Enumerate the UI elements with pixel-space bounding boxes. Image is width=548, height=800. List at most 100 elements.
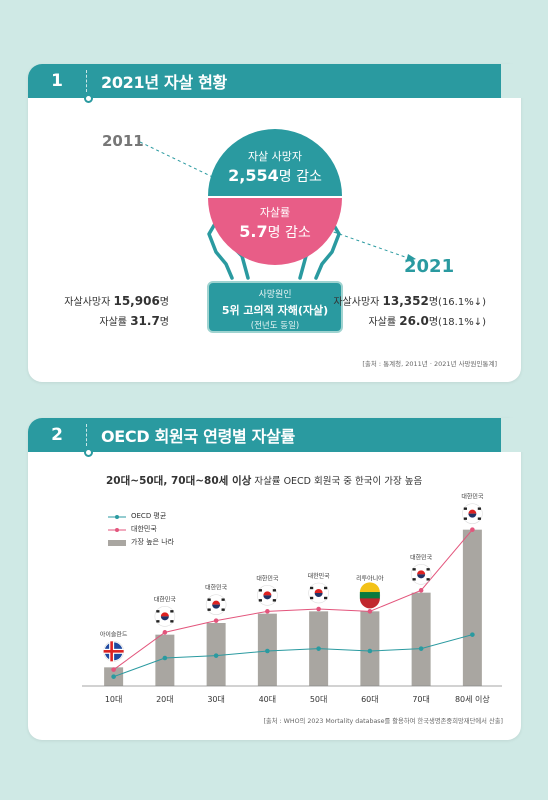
legend-highest: 가장 높은 나라 [108, 536, 174, 549]
top-country-label-7: 대한민국 [461, 493, 484, 501]
year-end: 2021 [404, 256, 455, 277]
source-note-1: [출처 : 통계청, 2011년 · 2021년 사망원인통계] [362, 360, 497, 368]
point-korea-7 [470, 527, 475, 532]
stat-2011-rate: 자살률 31.7명 [64, 312, 169, 332]
point-korea-2 [213, 618, 219, 623]
section-header: 1 2021년 자살 현황 [28, 64, 541, 103]
stats-2011: 자살사망자 15,906명 자살률 31.7명 [64, 292, 169, 332]
stat-2021-deaths-label: 자살사망자 [333, 297, 380, 308]
deaths-decrease-value: 2,554명 감소 [208, 166, 342, 186]
point-oecd-2 [213, 653, 219, 658]
korea-flag-icon [154, 606, 176, 627]
point-korea-5 [367, 609, 373, 614]
stat-2011-rate-unit: 명 [159, 317, 169, 328]
stat-2021-rate-label: 자살률 [368, 317, 397, 328]
korea-flag-icon [462, 503, 483, 524]
stat-2011-deaths-label: 자살사망자 [64, 297, 111, 308]
x-tick-label-7: 80세 이상 [455, 694, 490, 704]
bar-highest-5 [360, 611, 380, 686]
point-korea-1 [162, 630, 168, 635]
x-tick-label-4: 50대 [310, 695, 328, 704]
stat-2021-deaths-value: 13,352 [382, 294, 429, 308]
top-country-label-3: 대한민국 [256, 574, 279, 582]
rate-decrease-value: 5.7명 감소 [208, 222, 342, 242]
top-country-label-5: 리투아니아 [356, 574, 384, 582]
rate-decrease-block: 자살률 5.7명 감소 [208, 204, 342, 242]
header-divider [86, 424, 87, 446]
point-korea-6 [418, 588, 424, 593]
header-notch [501, 64, 541, 98]
section-card-oecd-age: 2 OECD 회원국 연령별 자살률 20대~50대, 70대~80세 이상 자… [28, 418, 541, 740]
stat-2021-deaths: 자살사망자 13,352명(16.1%↓) [333, 292, 486, 312]
top-country-label-4: 대한민국 [308, 572, 331, 580]
chart-headline: 20대~50대, 70대~80세 이상 자살률 OECD 회원국 중 한국이 가… [106, 473, 422, 488]
trend-arrow-head [406, 254, 416, 262]
bar-highest-6 [411, 592, 431, 686]
stats-2021: 자살사망자 13,352명(16.1%↓) 자살률 26.0명(18.1%↓) [333, 292, 486, 332]
legend-korea: 대한민국 [108, 523, 174, 536]
stat-2011-deaths-value: 15,906 [113, 294, 160, 308]
legend-korea-label: 대한민국 [131, 525, 157, 533]
deaths-decrease-unit: 명 감소 [278, 169, 322, 185]
lithuania-flag-icon [359, 582, 381, 609]
deaths-decrease-block: 자살 사망자 2,554명 감소 [208, 148, 342, 186]
stat-2021-rate-value: 26.0 [399, 314, 429, 328]
point-korea-4 [316, 606, 321, 612]
korea-flag-icon [308, 582, 329, 604]
x-tick-label-0: 10대 [105, 695, 123, 704]
korea-flag-icon [205, 594, 227, 615]
deaths-decrease-number: 2,554 [228, 166, 279, 185]
stat-2011-rate-value: 31.7 [130, 314, 160, 328]
x-tick-label-5: 60대 [361, 695, 379, 704]
stat-2021-rate-unit: 명(18.1%↓) [428, 317, 486, 328]
cause-of-death-box: 사망원인 5위 고의적 자해(자살) (전년도 동일) [207, 281, 343, 333]
point-oecd-0 [111, 674, 116, 679]
point-oecd-3 [265, 648, 270, 654]
line-oecd [113, 634, 473, 678]
point-oecd-7 [470, 632, 475, 637]
stat-2021-deaths-unit: 명(16.1%↓) [428, 297, 486, 308]
top-country-label-0: 아이슬란드 [100, 630, 128, 638]
rate-decrease-number: 5.7 [239, 222, 268, 241]
x-tick-label-2: 30대 [207, 695, 225, 704]
section-card-suicide-status: 1 2021년 자살 현황 2011 2021 자살 사망자 2,554명 감소… [28, 64, 541, 382]
line-korea [113, 529, 473, 671]
year-start: 2011 [102, 132, 144, 150]
stat-2021-rate: 자살률 26.0명(18.1%↓) [333, 312, 486, 332]
x-tick-label-6: 70대 [412, 695, 430, 704]
legend-highest-label: 가장 높은 나라 [131, 538, 175, 546]
cause-note: (전년도 동일) [250, 321, 300, 331]
point-korea-0 [111, 667, 116, 672]
source-note-2: [출처 : WHO의 2023 Mortality database를 활용하여… [263, 718, 503, 725]
section-number: 1 [51, 71, 63, 91]
rate-decrease-unit: 명 감소 [267, 225, 311, 241]
age-suicide-chart: 10대 20대 30대 40대 50대 60대 70대 80세 이상아이슬란드대한민국대한민국… [82, 493, 502, 704]
top-country-label-1: 대한민국 [154, 595, 177, 603]
cause-value: 5위 고의적 자해(자살) [221, 304, 329, 317]
section-title: 2021년 자살 현황 [101, 73, 227, 92]
point-oecd-5 [367, 648, 373, 654]
trend-dashed-line-right [327, 229, 409, 259]
header-notch [501, 418, 541, 452]
chart-headline-bold: 20대~50대, 70대~80세 이상 [106, 475, 252, 487]
x-tick-label-1: 20대 [156, 695, 174, 704]
legend-oecd-swatch [108, 514, 126, 519]
header-dot [84, 448, 93, 457]
section-number: 2 [51, 425, 63, 445]
legend-oecd-label: OECD 평균 [131, 512, 167, 520]
section-title: OECD 회원국 연령별 자살률 [101, 427, 295, 446]
section-header: 2 OECD 회원국 연령별 자살률 [28, 418, 541, 457]
stat-2011-rate-label: 자살률 [99, 317, 127, 328]
bar-highest-7 [462, 529, 482, 686]
top-country-label-2: 대한민국 [205, 584, 228, 592]
korea-flag-icon [257, 585, 278, 606]
legend-oecd: OECD 평균 [108, 510, 174, 523]
suicide-status-illustration [139, 129, 416, 280]
cause-label: 사망원인 [258, 290, 292, 300]
top-country-label-6: 대한민국 [410, 553, 433, 561]
deaths-decrease-label: 자살 사망자 [247, 150, 303, 163]
legend-highest-swatch [108, 539, 126, 546]
stat-2011-deaths-unit: 명 [159, 297, 169, 308]
korea-flag-icon [410, 564, 432, 585]
rate-decrease-label: 자살률 [259, 206, 291, 219]
